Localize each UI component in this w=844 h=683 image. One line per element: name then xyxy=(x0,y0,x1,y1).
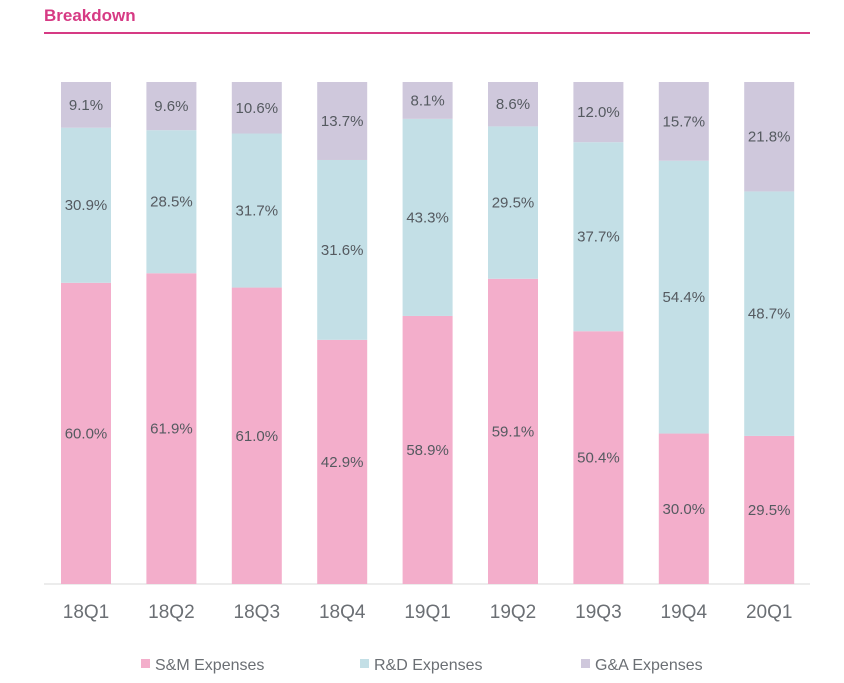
data-label-sm-expenses-18q2: 61.9% xyxy=(150,421,193,438)
legend-swatch-rd-expenses xyxy=(360,659,369,668)
data-label-sm-expenses-19q4: 30.0% xyxy=(663,501,706,518)
bar-ga-expenses-19q3 xyxy=(573,82,624,143)
bar-sm-expenses-18q3 xyxy=(231,287,282,584)
data-label-ga-expenses-19q4: 15.7% xyxy=(663,113,706,130)
category-label-19q1: 19Q1 xyxy=(404,602,450,623)
bar-rd-expenses-20q1 xyxy=(744,191,795,436)
bar-sm-expenses-19q4 xyxy=(658,433,709,584)
bar-rd-expenses-19q2 xyxy=(488,126,538,279)
data-label-rd-expenses-19q2: 29.5% xyxy=(492,195,535,212)
bar-ga-expenses-19q2 xyxy=(488,82,538,127)
data-label-sm-expenses-18q3: 61.0% xyxy=(236,428,279,445)
bar-sm-expenses-18q2 xyxy=(146,273,197,584)
data-label-ga-expenses-19q1: 8.1% xyxy=(410,92,444,109)
bar-ga-expenses-18q4 xyxy=(317,82,368,160)
data-label-sm-expenses-19q3: 50.4% xyxy=(577,450,620,467)
legend-label-rd-expenses: R&D Expenses xyxy=(374,657,483,674)
bar-rd-expenses-18q4 xyxy=(317,159,368,340)
data-label-ga-expenses-20q1: 21.8% xyxy=(748,129,791,146)
category-label-18q2: 18Q2 xyxy=(148,602,194,623)
legend-label-sm-expenses: S&M Expenses xyxy=(155,657,264,674)
bar-ga-expenses-19q1 xyxy=(402,82,453,119)
category-label-19q3: 19Q3 xyxy=(575,602,621,623)
bar-ga-expenses-18q1 xyxy=(61,82,111,128)
bar-rd-expenses-18q3 xyxy=(231,133,282,288)
bar-sm-expenses-19q3 xyxy=(573,331,624,584)
bar-sm-expenses-18q1 xyxy=(61,282,111,584)
data-label-sm-expenses-18q4: 42.9% xyxy=(321,454,364,471)
bar-rd-expenses-19q4 xyxy=(658,160,709,434)
data-label-ga-expenses-19q3: 12.0% xyxy=(577,104,620,121)
data-label-rd-expenses-18q3: 31.7% xyxy=(236,203,279,220)
chart-title: Breakdown xyxy=(44,6,136,25)
bar-sm-expenses-19q1 xyxy=(402,315,453,584)
legend-label-ga-expenses: G&A Expenses xyxy=(595,657,703,674)
data-label-rd-expenses-19q1: 43.3% xyxy=(406,209,449,226)
legend-swatch-sm-expenses xyxy=(141,659,150,668)
data-label-sm-expenses-19q2: 59.1% xyxy=(492,423,535,440)
bar-ga-expenses-20q1 xyxy=(744,82,795,192)
data-label-ga-expenses-18q1: 9.1% xyxy=(69,97,103,114)
category-label-18q3: 18Q3 xyxy=(234,602,280,623)
data-label-ga-expenses-19q2: 8.6% xyxy=(496,96,530,113)
bar-sm-expenses-19q2 xyxy=(488,278,538,584)
data-label-rd-expenses-18q4: 31.6% xyxy=(321,242,364,259)
category-label-18q4: 18Q4 xyxy=(319,602,366,623)
data-label-sm-expenses-20q1: 29.5% xyxy=(748,502,791,519)
bar-ga-expenses-18q3 xyxy=(231,82,282,134)
data-label-ga-expenses-18q4: 13.7% xyxy=(321,113,364,130)
category-label-18q1: 18Q1 xyxy=(63,602,109,623)
bars-group: 60.0% 30.9% 9.1% 61.9% 28.5% 9.6% 61.0% 31.7% 10… xyxy=(61,82,795,584)
data-label-rd-expenses-19q3: 37.7% xyxy=(577,229,620,246)
bar-ga-expenses-19q4 xyxy=(658,82,709,161)
legend-swatch-ga-expenses xyxy=(581,659,590,668)
data-label-rd-expenses-18q2: 28.5% xyxy=(150,194,193,211)
category-label-20q1: 20Q1 xyxy=(746,602,792,623)
bar-rd-expenses-18q2 xyxy=(146,130,197,274)
data-label-sm-expenses-18q1: 60.0% xyxy=(65,425,108,442)
category-label-19q2: 19Q2 xyxy=(490,602,536,623)
data-label-rd-expenses-18q1: 30.9% xyxy=(65,197,108,214)
category-labels: 18Q1 18Q2 18Q3 18Q4 19Q1 19Q2 19Q3 19Q4 20Q1 xyxy=(63,602,793,623)
data-label-ga-expenses-18q2: 9.6% xyxy=(154,98,188,115)
bar-ga-expenses-18q2 xyxy=(146,82,197,131)
bar-rd-expenses-19q3 xyxy=(573,142,624,332)
category-label-19q4: 19Q4 xyxy=(661,602,708,623)
data-label-rd-expenses-20q1: 48.7% xyxy=(748,306,791,323)
bar-rd-expenses-18q1 xyxy=(61,127,111,283)
bar-sm-expenses-18q4 xyxy=(317,339,368,584)
bar-sm-expenses-20q1 xyxy=(744,435,795,584)
data-label-rd-expenses-19q4: 54.4% xyxy=(663,289,706,306)
bar-rd-expenses-19q1 xyxy=(402,118,453,316)
data-label-sm-expenses-19q1: 58.9% xyxy=(406,442,449,459)
legend: S&M Expenses R&D Expenses G&A Expenses xyxy=(141,657,703,674)
title-underline xyxy=(44,32,810,34)
data-label-ga-expenses-18q3: 10.6% xyxy=(236,100,279,117)
